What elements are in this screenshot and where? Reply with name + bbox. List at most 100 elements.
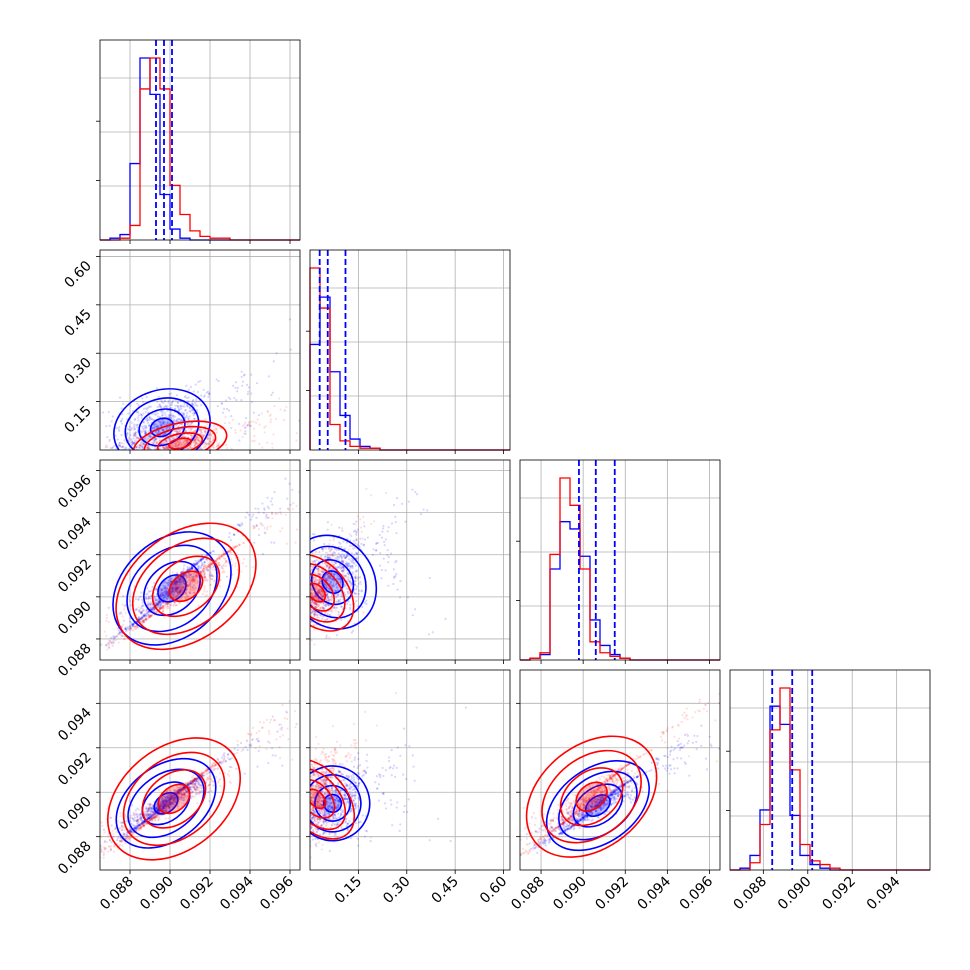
scatter-point (135, 436, 138, 439)
scatter-point (179, 589, 182, 592)
scatter-point (312, 578, 315, 581)
scatter-point (141, 619, 145, 623)
scatter-point (312, 596, 316, 599)
scatter-point (186, 596, 190, 599)
scatter-point (427, 633, 431, 636)
scatter-point (332, 579, 335, 582)
scatter-point (163, 423, 166, 426)
scatter-point (175, 436, 178, 439)
scatter-point (130, 627, 133, 630)
scatter-point (301, 594, 303, 596)
scatter-point (304, 594, 306, 596)
scatter-point (181, 586, 184, 589)
scatter-point (183, 582, 186, 585)
scatter-point (162, 429, 165, 432)
scatter-point (158, 457, 160, 459)
scatter-point (189, 423, 193, 426)
scatter-point (307, 572, 309, 574)
scatter-point (216, 404, 219, 408)
scatter-point (199, 451, 201, 453)
scatter-point (163, 590, 166, 593)
scatter-point (123, 439, 126, 442)
scatter-point (306, 605, 308, 607)
scatter-point (124, 627, 127, 631)
scatter-point (325, 585, 328, 588)
contour-a (126, 544, 218, 633)
scatter-point (376, 541, 379, 545)
panel-frame-3-3 (729, 669, 931, 871)
scatter-point (297, 616, 299, 618)
scatter-point (359, 518, 362, 521)
scatter-point (166, 446, 169, 450)
scatter-point (211, 578, 214, 581)
scatter-point (181, 570, 184, 573)
scatter-point (153, 442, 156, 445)
scatter-point (152, 609, 155, 612)
scatter-point (118, 396, 122, 399)
scatter-point (178, 580, 181, 583)
scatter-point (194, 562, 198, 565)
scatter-point (173, 581, 176, 584)
scatter-point (190, 428, 193, 431)
scatter-point (270, 393, 273, 397)
scatter-point (147, 435, 150, 438)
scatter-point (324, 577, 328, 581)
scatter-point (190, 567, 193, 570)
scatter-point (147, 595, 151, 598)
scatter-point (108, 453, 110, 455)
scatter-point (243, 432, 246, 435)
scatter-point (122, 619, 126, 622)
scatter-point (183, 416, 186, 419)
scatter-point (394, 574, 397, 578)
scatter-point (326, 603, 329, 606)
scatter-point (240, 375, 243, 379)
scatter-point (161, 409, 164, 413)
scatter-point (107, 645, 110, 649)
scatter-point (357, 576, 360, 579)
scatter-point (253, 541, 256, 544)
scatter-point (177, 420, 180, 423)
scatter-point (112, 640, 115, 643)
scatter-point (146, 439, 149, 442)
scatter-point (326, 462, 328, 464)
scatter-point (147, 455, 149, 457)
scatter-point (264, 425, 267, 428)
scatter-point (176, 579, 179, 582)
scatter-point (212, 424, 215, 427)
scatter-point (293, 634, 295, 636)
scatter-point (196, 576, 199, 579)
scatter-point (204, 445, 207, 448)
scatter-point (189, 585, 193, 589)
scatter-point (201, 557, 205, 560)
scatter-point (194, 569, 197, 572)
scatter-point (155, 425, 158, 428)
scatter-point (286, 573, 288, 575)
scatter-point (135, 627, 138, 631)
scatter-point (319, 580, 322, 583)
scatter-point (301, 609, 303, 611)
scatter-point (238, 523, 242, 526)
scatter-point (206, 579, 209, 582)
scatter-point (174, 590, 178, 593)
scatter-point (341, 483, 343, 485)
scatter-point (169, 604, 172, 607)
scatter-point (140, 620, 143, 624)
scatter-point (205, 554, 209, 557)
scatter-point (276, 512, 279, 515)
scatter-point (160, 451, 162, 453)
scatter-point (150, 608, 153, 611)
scatter-point (174, 582, 177, 585)
scatter-point (341, 573, 345, 576)
scatter-point (190, 578, 193, 581)
scatter-point (144, 427, 147, 430)
scatter-point (196, 581, 199, 584)
scatter-point (164, 585, 167, 588)
scatter-point (159, 604, 162, 607)
scatter-point (118, 612, 121, 615)
scatter-point (328, 555, 331, 558)
scatter-point (138, 617, 141, 621)
scatter-point (302, 618, 304, 620)
scatter-point (209, 566, 212, 569)
scatter-point (331, 578, 334, 581)
scatter-point (182, 579, 185, 583)
